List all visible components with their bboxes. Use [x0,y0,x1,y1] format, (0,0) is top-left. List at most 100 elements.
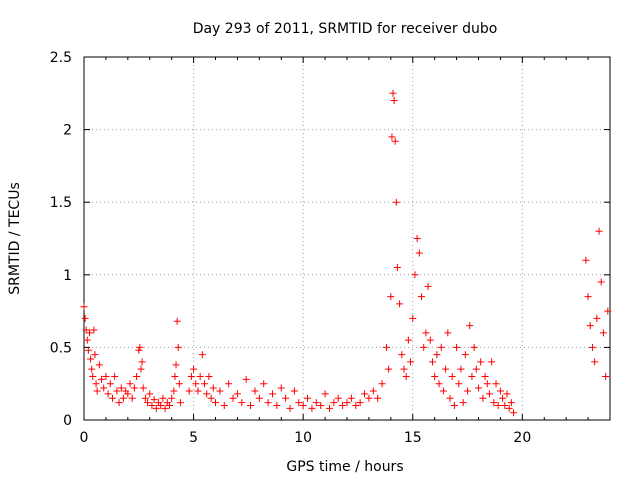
data-point [464,387,472,395]
data-point [411,271,419,279]
data-point [501,401,509,409]
data-point [595,227,603,235]
data-point [117,384,125,392]
data-point [431,372,439,380]
data-point [201,380,209,388]
data-point [602,372,610,380]
y-tick-label: 1.5 [50,195,72,211]
data-point [584,293,592,301]
data-point [144,399,152,407]
data-point [459,399,467,407]
data-point [102,372,110,380]
data-point [171,372,179,380]
data-point [470,343,478,351]
data-point [437,343,445,351]
data-point [80,303,88,311]
y-tick-label: 0.5 [50,340,72,356]
data-point [450,401,458,409]
data-point [251,387,259,395]
data-point [176,399,184,407]
data-point [479,394,487,402]
data-point [194,387,202,395]
data-point [233,390,241,398]
data-point [273,401,281,409]
data-point [89,372,97,380]
data-point [93,387,101,395]
data-point [468,372,476,380]
data-point [152,404,160,412]
data-point [148,401,156,409]
data-point [490,399,498,407]
data-point [139,384,147,392]
data-point [312,399,320,407]
data-point [496,387,504,395]
x-tick-label: 15 [404,430,422,446]
data-point [413,235,421,242]
data-point [299,401,307,409]
data-point [90,326,98,334]
plot-frame [83,56,611,421]
data-point [599,329,607,337]
data-point [190,365,198,373]
data-point [242,375,250,383]
x-tick-label: 10 [294,430,312,446]
data-point [453,343,461,351]
data-point [104,390,112,398]
data-point [382,343,390,351]
data-point [586,322,594,330]
data-point [84,346,92,354]
data-point [321,390,329,398]
data-point [492,380,500,388]
data-point [82,326,90,334]
data-point [334,394,342,402]
data-point [165,401,173,409]
data-point [466,322,474,330]
data-point [268,390,276,398]
data-point [137,365,145,373]
data-point [356,399,364,407]
data-point [238,399,246,407]
data-point [588,343,596,351]
x-tick-label: 5 [189,430,198,446]
data-point [168,394,176,402]
data-point [174,343,182,351]
data-point [216,387,224,395]
data-point [192,380,200,388]
data-point [108,394,116,402]
data-point [277,384,285,392]
data-point [481,372,489,380]
data-point [494,401,502,409]
data-point [593,314,601,322]
y-axis-label: SRMTID / TECUs [7,182,23,295]
data-point [100,384,108,392]
data-point [339,401,347,409]
data-point [95,361,103,369]
data-point [170,387,178,395]
data-point [455,380,463,388]
y-tick-label: 1 [63,268,72,284]
data-point [146,390,154,398]
data-point [415,249,423,257]
data-point [435,380,443,388]
data-point [409,314,417,322]
data-point [461,351,469,359]
chart-title: Day 293 of 2011, SRMTID for receiver dub… [193,21,498,37]
data-point [115,399,123,407]
data-point [428,358,436,366]
data-point [161,404,169,412]
data-point [198,351,206,359]
data-point [475,384,482,392]
data-point [390,97,398,105]
data-point [597,278,605,286]
data-point [477,358,485,366]
data-point [446,394,454,402]
data-point [352,401,360,409]
data-point [347,394,355,402]
data-point [402,372,410,380]
data-point [505,404,513,412]
grid-lines [84,57,610,420]
data-point [92,380,100,388]
data-point [81,314,89,322]
data-point [442,365,450,373]
data-point [159,394,167,402]
